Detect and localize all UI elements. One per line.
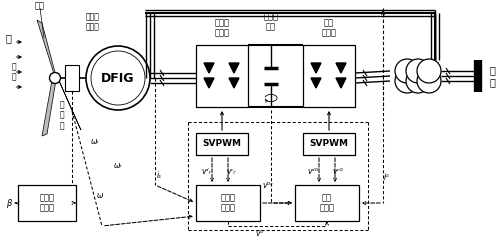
Circle shape (417, 69, 441, 93)
Text: vᴰᶜ: vᴰᶜ (262, 181, 274, 190)
Bar (18, 185, 76, 221)
Text: iₛ: iₛ (156, 171, 162, 180)
Polygon shape (204, 78, 214, 88)
Polygon shape (57, 76, 81, 130)
Circle shape (86, 46, 150, 110)
Text: 转子侧
控制器: 转子侧 控制器 (220, 193, 236, 213)
Polygon shape (37, 20, 57, 80)
Text: 低
速
轴: 低 速 轴 (60, 100, 64, 130)
Polygon shape (204, 63, 214, 73)
Circle shape (50, 72, 60, 83)
Bar (303, 45, 355, 107)
Text: DFIG: DFIG (101, 71, 135, 84)
Circle shape (417, 59, 441, 83)
Text: 电
网: 电 网 (489, 65, 495, 87)
Text: vᶜᴳ: vᶜᴳ (332, 167, 344, 176)
Polygon shape (311, 63, 321, 73)
Text: ωᵣ: ωᵣ (114, 161, 122, 170)
Text: SVPWM: SVPWM (202, 140, 241, 149)
Bar (196, 45, 248, 107)
Bar (65, 65, 79, 91)
Polygon shape (42, 80, 56, 136)
Text: 高速轴
齿轮箱: 高速轴 齿轮箱 (86, 12, 100, 32)
Text: iᴳ: iᴳ (384, 173, 390, 183)
Bar (196, 185, 260, 221)
Circle shape (406, 59, 430, 83)
Text: ω: ω (97, 191, 103, 200)
Circle shape (395, 69, 419, 93)
Text: 风: 风 (5, 33, 11, 43)
Text: 直流侧
电容: 直流侧 电容 (264, 12, 278, 32)
Text: 轮
毂: 轮 毂 (12, 62, 16, 82)
Bar (303, 133, 355, 155)
Polygon shape (336, 78, 346, 88)
Text: 桨距角
控制器: 桨距角 控制器 (40, 193, 54, 213)
Circle shape (91, 51, 145, 105)
Text: 叶片: 叶片 (35, 1, 45, 10)
Text: β: β (6, 199, 12, 207)
Text: SVPWM: SVPWM (310, 140, 348, 149)
Circle shape (406, 69, 430, 93)
Text: vᵈᵣ: vᵈᵣ (201, 167, 211, 176)
Text: 网侧
变流器: 网侧 变流器 (322, 18, 336, 38)
Text: vᴳ: vᴳ (256, 228, 264, 237)
Text: vᵈᴳ: vᵈᴳ (308, 167, 318, 176)
Bar (196, 133, 248, 155)
Text: 网侧
控制器: 网侧 控制器 (320, 193, 334, 213)
Circle shape (395, 59, 419, 83)
Polygon shape (311, 78, 321, 88)
Text: vᶜᵣ: vᶜᵣ (226, 167, 235, 176)
Polygon shape (229, 78, 239, 88)
Text: 转子侧
变流器: 转子侧 变流器 (214, 18, 230, 38)
Polygon shape (229, 63, 239, 73)
Text: ωᵣ: ωᵣ (91, 138, 99, 146)
Bar (295, 185, 359, 221)
Polygon shape (336, 63, 346, 73)
